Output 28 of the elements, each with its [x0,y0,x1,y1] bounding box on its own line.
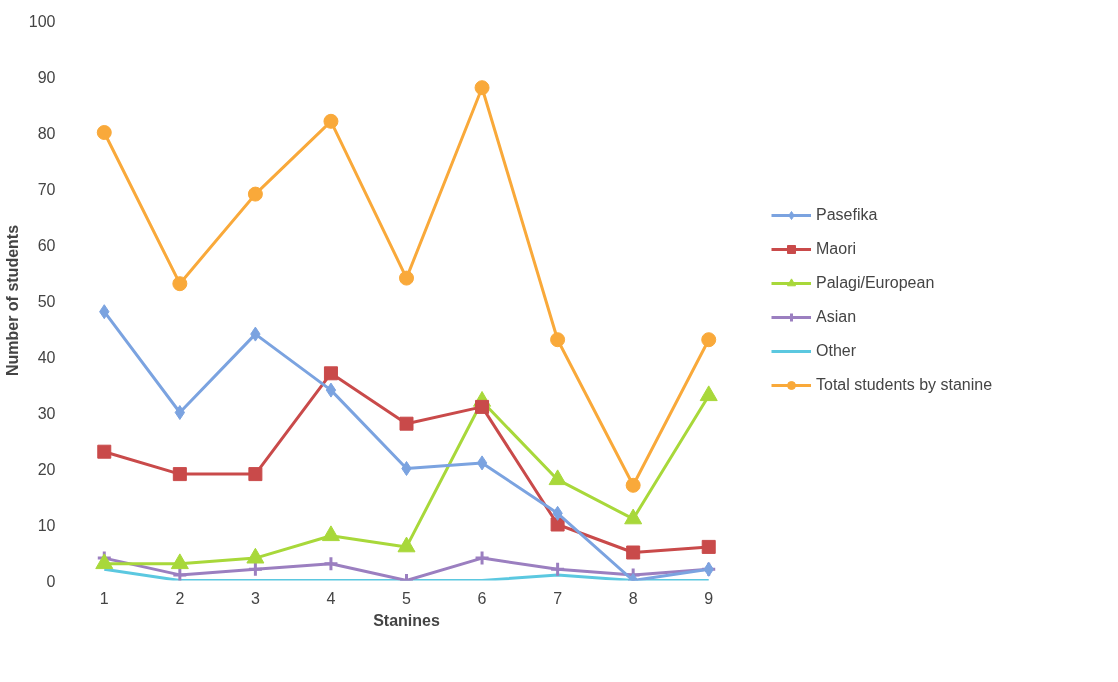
y-tick-label: 100 [28,12,56,30]
y-tick-label: 30 [37,404,56,422]
x-axis-title: Stanines [373,611,440,629]
y-tick-label: 60 [37,236,56,254]
legend-label: Pasefika [816,206,878,224]
x-tick-label: 2 [175,589,185,607]
legend-label: Maori [816,240,857,258]
y-tick-label: 10 [37,516,56,534]
x-tick-label: 6 [477,589,487,607]
y-tick-label: 50 [37,292,56,310]
legend-label: Asian [816,308,857,326]
y-tick-label: 40 [37,348,56,366]
y-axis-title: Number of students [3,224,21,377]
x-tick-label: 5 [402,589,412,607]
y-tick-label: 90 [37,68,56,86]
y-tick-label: 70 [37,180,56,198]
y-tick-label: 0 [46,572,56,590]
legend-label: Total students by stanine [816,376,993,394]
x-tick-label: 1 [99,589,109,607]
x-tick-label: 9 [704,589,714,607]
legend-label: Other [816,342,857,360]
y-tick-label: 80 [37,124,56,142]
x-tick-label: 4 [326,589,336,607]
x-tick-label: 7 [553,589,563,607]
x-tick-label: 8 [628,589,638,607]
y-tick-label: 20 [37,460,56,478]
legend-label: Palagi/European [816,274,935,292]
x-tick-label: 3 [250,589,260,607]
